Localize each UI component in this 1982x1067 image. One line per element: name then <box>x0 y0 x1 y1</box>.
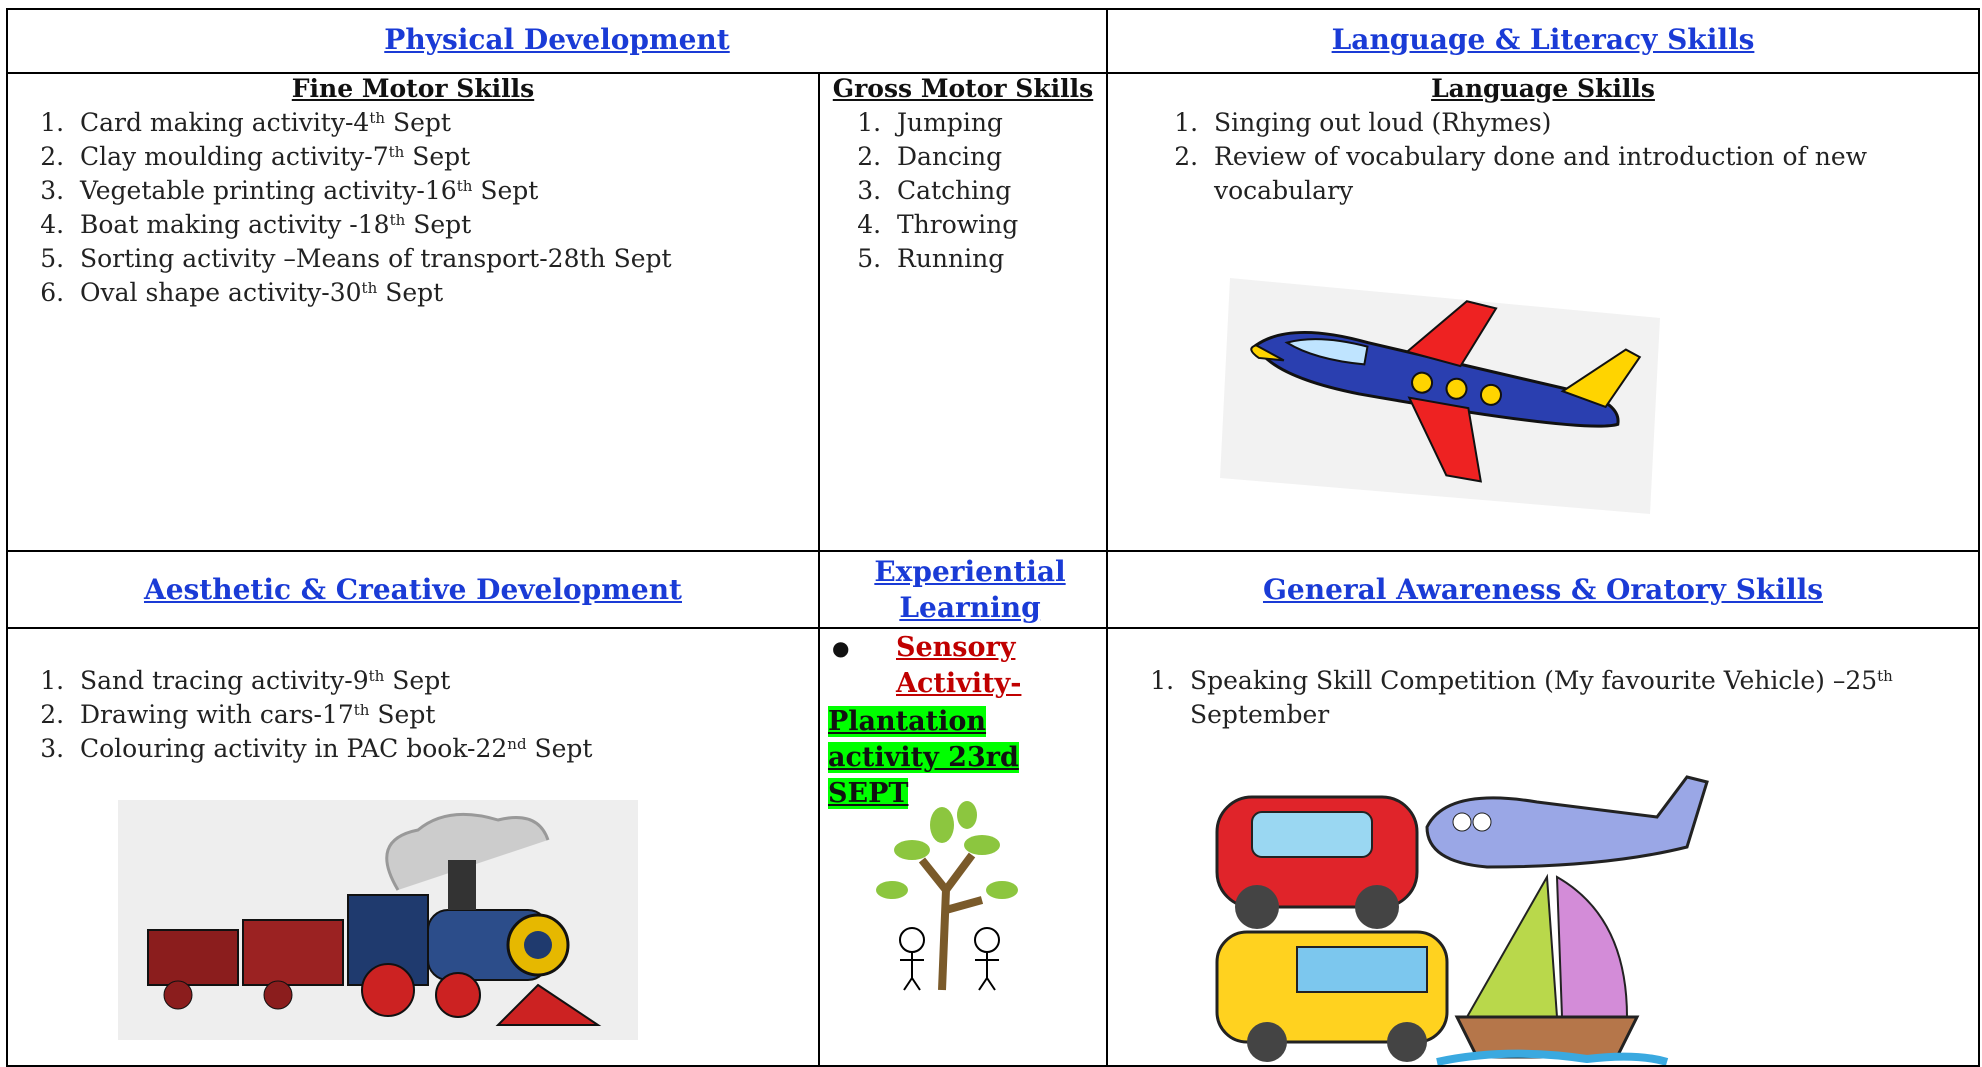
list-item: Drawing with cars-17th Sept <box>72 698 832 732</box>
superscript: th <box>368 667 385 685</box>
item-text: Sept <box>377 278 444 307</box>
section-title[interactable]: Physical Development <box>384 23 730 56</box>
item-text: Sept <box>404 142 471 171</box>
list-item: Dancing <box>889 140 1149 174</box>
list-item: Boat making activity -18th Sept <box>72 208 832 242</box>
superscript: th <box>1877 667 1893 685</box>
border <box>6 72 1980 74</box>
item-text: Sorting activity –Means of transport-28t… <box>80 244 672 273</box>
item-text: Catching <box>897 176 1012 205</box>
subtitle: Gross Motor Skills <box>832 74 1094 103</box>
superscript: nd <box>507 735 527 753</box>
item-text: Sept <box>369 700 436 729</box>
item-text: Sept <box>384 666 451 695</box>
list-item: Sand tracing activity-9th Sept <box>72 664 832 698</box>
border <box>6 550 1980 552</box>
list-item: Card making activity-4th Sept <box>72 106 832 140</box>
list: Speaking Skill Competition (My favourite… <box>1142 664 1982 732</box>
activity-block: ● Sensory Activity- Plantation activity … <box>828 630 1106 812</box>
item-text: Clay moulding activity-7 <box>80 142 389 171</box>
border <box>6 8 1980 10</box>
item-text: Oval shape activity-30 <box>80 278 362 307</box>
list-item: Jumping <box>889 106 1149 140</box>
train-image <box>118 800 638 1040</box>
list-item: Review of vocabulary done and introducti… <box>1206 140 1946 208</box>
border <box>6 627 1980 629</box>
superscript: th <box>388 143 405 161</box>
section-title[interactable]: Experiential Learning <box>874 555 1066 624</box>
plane-image <box>1220 278 1660 514</box>
item-text: September <box>1190 700 1330 729</box>
list: Jumping Dancing Catching Throwing Running <box>833 106 1149 276</box>
item-text: Speaking Skill Competition (My favourite… <box>1190 666 1878 695</box>
item-text: Sept <box>472 176 539 205</box>
tree-image <box>876 801 1018 991</box>
item-text: Sand tracing activity-9 <box>80 666 369 695</box>
list-item: Speaking Skill Competition (My favourite… <box>1182 664 1982 732</box>
item-text: Colouring activity in PAC book-22 <box>80 734 508 763</box>
list-item: Colouring activity in PAC book-22nd Sept <box>72 732 832 766</box>
bullet-item: ● Sensory Activity- <box>828 630 1106 702</box>
border <box>1978 8 1980 1067</box>
item-text: Sept <box>526 734 593 763</box>
superscript: th <box>456 177 473 195</box>
activity: Sensory Activity- <box>896 632 1022 699</box>
item-text: Boat making activity -18 <box>80 210 390 239</box>
section-title[interactable]: Language & Literacy Skills <box>1331 23 1755 56</box>
vehicles-image <box>1215 775 1709 1065</box>
border <box>6 8 8 1067</box>
item-text: Review of vocabulary done and introducti… <box>1214 142 1868 205</box>
list-item: Oval shape activity-30th Sept <box>72 276 832 310</box>
item-text: Sept <box>405 210 472 239</box>
list-item: Throwing <box>889 208 1149 242</box>
item-text: Running <box>897 244 1005 273</box>
item-text: Jumping <box>897 108 1003 137</box>
list-item: Clay moulding activity-7th Sept <box>72 140 832 174</box>
bullet: ● <box>832 636 850 660</box>
item-text: Dancing <box>897 142 1003 171</box>
item-text: Drawing with cars-17 <box>80 700 354 729</box>
subtitle: Fine Motor Skills <box>291 74 535 103</box>
list: Sand tracing activity-9th Sept Drawing w… <box>24 664 832 766</box>
item-text: Sept <box>385 108 451 137</box>
item-text: Card making activity-4 <box>80 108 370 137</box>
section-title[interactable]: Aesthetic & Creative Development <box>143 573 682 606</box>
list: Singing out loud (Rhymes) Review of vocab… <box>1158 106 1946 208</box>
item-text: Vegetable printing activity-16 <box>80 176 457 205</box>
subtitle: Language Skills <box>1431 74 1655 103</box>
superscript: th <box>369 109 386 127</box>
superscript: th <box>361 279 378 297</box>
item-text: Throwing <box>897 210 1019 239</box>
list-item: Vegetable printing activity-16th Sept <box>72 174 832 208</box>
item-text: Singing out loud (Rhymes) <box>1214 108 1552 137</box>
highlight: Plantation activity 23rd SEPT <box>828 706 1019 809</box>
superscript: th <box>389 211 406 229</box>
list-item: Singing out loud (Rhymes) <box>1206 106 1946 140</box>
border <box>6 1065 1980 1067</box>
list-item: Sorting activity –Means of transport-28t… <box>72 242 832 276</box>
border <box>818 72 820 1067</box>
list: Card making activity-4th SeptClay mouldi… <box>24 106 832 310</box>
list-item: Catching <box>889 174 1149 208</box>
list-item: Running <box>889 242 1149 276</box>
section-title[interactable]: General Awareness & Oratory Skills <box>1262 573 1823 606</box>
superscript: th <box>353 701 370 719</box>
border <box>1106 8 1108 1067</box>
